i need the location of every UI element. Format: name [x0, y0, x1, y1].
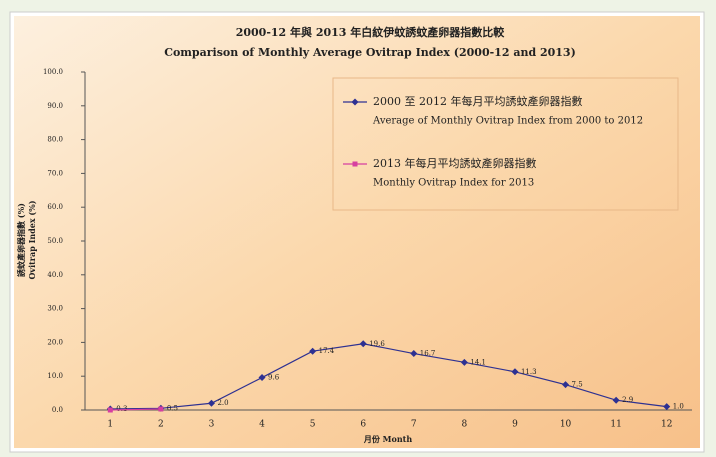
legend-sublabel: Monthly Ovitrap Index for 2013: [373, 178, 534, 189]
data-point: [352, 161, 358, 167]
legend-box: [332, 77, 679, 211]
x-tick-label: 9: [512, 420, 518, 430]
y-tick-label: 10.0: [47, 372, 63, 380]
data-point: [258, 374, 266, 382]
data-point: [410, 350, 418, 358]
y-tick-label: 70.0: [47, 169, 63, 177]
y-tick-label: 30.0: [47, 305, 63, 313]
data-label: 19.6: [369, 340, 385, 348]
x-tick-label: 3: [209, 420, 215, 430]
x-tick-label: 11: [610, 420, 621, 430]
y-axis-label: 誘蚊產卵器指數 (%): [16, 203, 26, 277]
y-axis-label-en: Ovitrap Index (%): [27, 200, 37, 279]
data-point: [562, 381, 570, 389]
data-point: [359, 340, 367, 348]
y-tick-label: 50.0: [47, 237, 63, 245]
data-label: 9.6: [268, 374, 280, 382]
x-tick-label: 5: [310, 420, 316, 430]
data-point: [663, 403, 671, 411]
data-point: [309, 347, 317, 355]
y-tick-label: 60.0: [47, 203, 63, 211]
x-tick-label: 10: [560, 420, 572, 430]
x-tick-label: 8: [462, 420, 468, 430]
data-point: [460, 358, 468, 366]
x-axis-label: 月份 Month: [363, 434, 412, 444]
data-point: [207, 399, 215, 407]
x-tick-label: 7: [411, 420, 417, 430]
y-tick-label: 80.0: [47, 136, 63, 144]
y-tick-label: 20.0: [47, 338, 63, 346]
data-point: [158, 406, 164, 412]
x-tick-label: 12: [661, 420, 672, 430]
x-tick-label: 6: [360, 420, 366, 430]
data-label: 2.0: [217, 399, 228, 407]
data-label: 1.0: [673, 403, 684, 411]
y-tick-label: 100.0: [43, 68, 63, 76]
chart-subtitle: Comparison of Monthly Average Ovitrap In…: [164, 46, 576, 59]
data-point: [107, 407, 113, 413]
data-label: 0.5: [167, 404, 178, 412]
x-tick-label: 2: [158, 420, 164, 430]
y-tick-label: 0.0: [52, 406, 63, 414]
y-tick-label: 40.0: [47, 271, 63, 279]
series-line: [110, 343, 667, 410]
data-label: 2.9: [622, 396, 633, 404]
data-point: [612, 396, 620, 404]
data-label: 7.5: [572, 381, 583, 389]
legend-label: 2013 年每月平均誘蚊產卵器指數: [373, 156, 537, 170]
chart-background: [14, 16, 700, 448]
data-label: 14.1: [470, 358, 486, 366]
legend-sublabel: Average of Monthly Ovitrap Index from 20…: [372, 116, 643, 127]
x-tick-label: 1: [107, 420, 113, 430]
data-label: 17.4: [319, 347, 335, 355]
data-label: 11.3: [521, 368, 537, 376]
series-line: [110, 408, 161, 411]
data-point: [351, 98, 359, 106]
data-label: 0.3: [116, 405, 127, 413]
data-point: [511, 368, 519, 376]
y-tick-label: 90.0: [47, 102, 63, 110]
data-label: 16.7: [420, 350, 436, 358]
legend-label: 2000 至 2012 年每月平均誘蚊產卵器指數: [373, 94, 582, 108]
x-tick-label: 4: [259, 420, 265, 430]
chart-title: 2000-12 年與 2013 年白紋伊蚊誘蚊產卵器指數比較: [236, 25, 506, 39]
